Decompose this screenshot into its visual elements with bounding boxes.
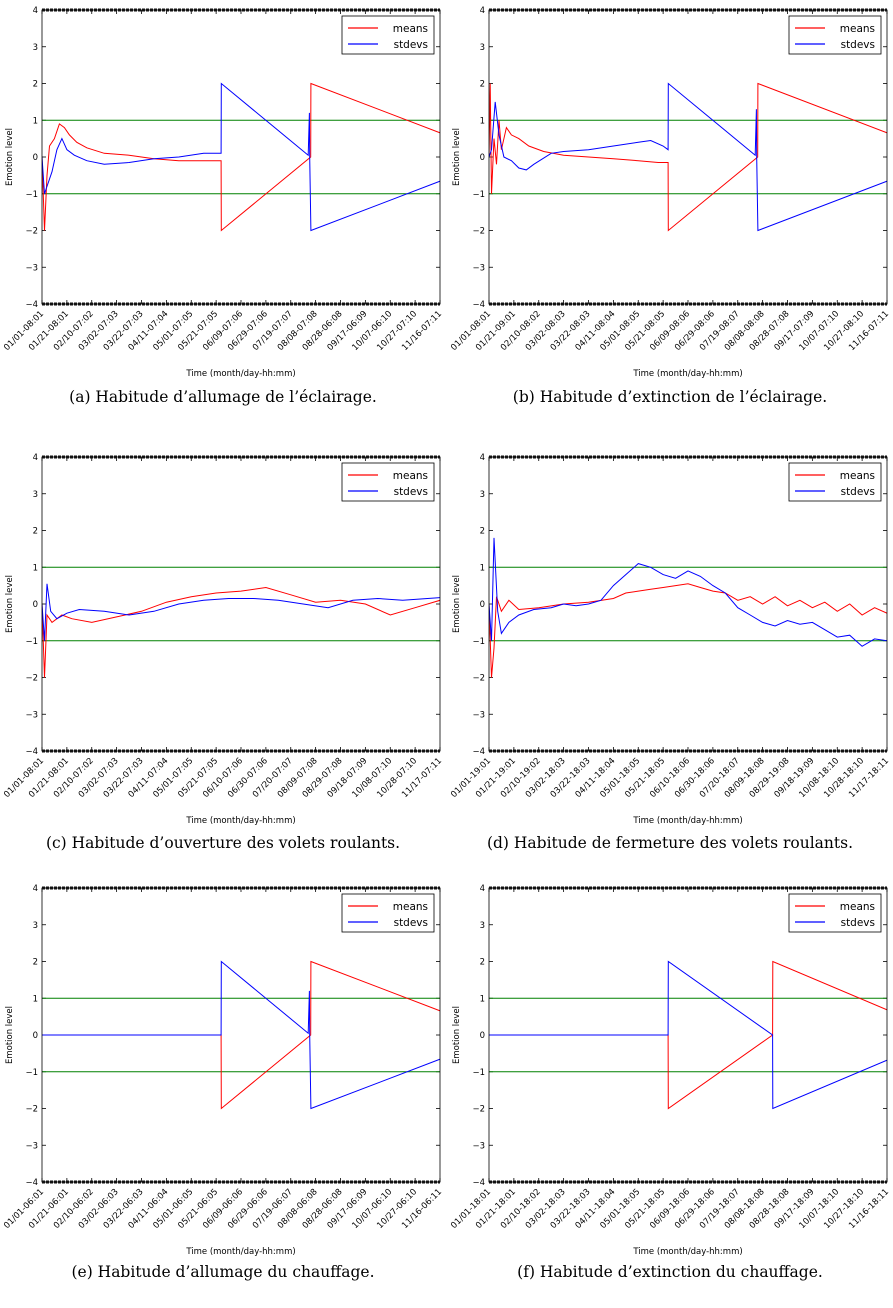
chart-panel-e: −4 −3 −2 −1 0 1 2 3 4 01/01-06:01 01/21-06:01 02/10…: [0, 878, 446, 1308]
ytick-label: 3: [480, 490, 485, 500]
ytick-label: −2: [25, 227, 38, 237]
ytick-label: 2: [33, 958, 38, 968]
legend-label-means: means: [840, 470, 875, 482]
ytick-label: 3: [480, 43, 485, 53]
ytick-label: 4: [480, 884, 485, 894]
y-axis-label: Emotion level: [452, 575, 462, 633]
caption-d: (d) Habitude de fermeture des volets rou…: [447, 834, 893, 852]
chart-panel-f: −4 −3 −2 −1 0 1 2 3 4 01/01-18:01 01/21-18:01 02/10…: [447, 878, 893, 1308]
ytick-label: 3: [33, 921, 38, 931]
ytick-label: 1: [480, 994, 485, 1004]
caption-b: (b) Habitude d’extinction de l’éclairage…: [447, 388, 893, 406]
ytick-label: 4: [33, 6, 38, 16]
ytick-label: −3: [25, 710, 38, 720]
ytick-label: 3: [33, 490, 38, 500]
caption-f: (f) Habitude d’extinction du chauffage.: [447, 1263, 893, 1281]
legend-label-means: means: [840, 901, 875, 913]
caption-e: (e) Habitude d’allumage du chauffage.: [0, 1263, 446, 1281]
chart-b: −4−3−2−10123401/01-08:0101/21-09:0102/10…: [447, 0, 893, 385]
chart-a: −4−3−2−10123401/01-08:0101/21-08:0102/10…: [0, 0, 446, 385]
chart-f: −4−3−2−10123401/01-18:0101/21-18:0102/10…: [447, 878, 893, 1263]
y-axis-label: Emotion level: [452, 128, 462, 186]
ytick-label: 0: [33, 600, 38, 610]
ytick-label: −2: [25, 674, 38, 684]
ytick-label: 4: [33, 884, 38, 894]
ytick-label: −2: [25, 1105, 38, 1115]
x-axis-label: Time (month/day-hh:mm): [185, 816, 295, 826]
ytick-label: −4: [25, 300, 38, 310]
legend-label-stdevs: stdevs: [394, 486, 428, 498]
x-axis-label: Time (month/day-hh:mm): [632, 369, 742, 379]
ytick-label: 2: [33, 80, 38, 90]
ytick-label: −1: [25, 1068, 38, 1078]
caption-c: (c) Habitude d’ouverture des volets roul…: [0, 834, 446, 852]
ytick-label: −4: [472, 300, 485, 310]
ytick-label: 1: [33, 116, 38, 126]
ytick-label: −4: [25, 747, 38, 757]
ytick-label: −4: [472, 1178, 485, 1188]
ytick-label: −2: [472, 227, 485, 237]
ytick-label: −3: [472, 263, 485, 273]
ytick-label: 0: [480, 153, 485, 163]
ytick-label: 1: [33, 994, 38, 1004]
ytick-label: 4: [33, 453, 38, 463]
chart-panel-b: −4 −3 −2 −1 0 1 2 3 4 01/01-08:01 01/21-09:01 02/10…: [447, 0, 893, 430]
legend-label-means: means: [393, 470, 428, 482]
ytick-label: −2: [472, 1105, 485, 1115]
chart-e: −4−3−2−10123401/01-06:0101/21-06:0102/10…: [0, 878, 446, 1263]
ytick-label: −4: [25, 1178, 38, 1188]
ytick-label: −3: [472, 1141, 485, 1151]
y-axis-label: Emotion level: [5, 1006, 15, 1064]
legend-label-stdevs: stdevs: [841, 486, 875, 498]
ytick-label: 3: [480, 921, 485, 931]
legend-label-means: means: [393, 901, 428, 913]
ytick-label: −3: [25, 1141, 38, 1151]
chart-panel-d: −4 −3 −2 −1 0 1 2 3 4 01/01-19:01 01/21-19:01 02/10…: [447, 447, 893, 877]
ytick-label: −1: [25, 190, 38, 200]
ytick-label: 0: [33, 153, 38, 163]
ytick-label: 1: [480, 116, 485, 126]
legend-label-stdevs: stdevs: [394, 39, 428, 51]
ytick-label: −3: [472, 710, 485, 720]
x-axis-label: Time (month/day-hh:mm): [632, 816, 742, 826]
y-axis-label: Emotion level: [452, 1006, 462, 1064]
legend-label-stdevs: stdevs: [841, 39, 875, 51]
legend-label-stdevs: stdevs: [394, 917, 428, 929]
y-axis-label: Emotion level: [5, 128, 15, 186]
ytick-label: 1: [480, 563, 485, 573]
chart-c: −4−3−2−10123401/01-08:0101/21-08:0102/10…: [0, 447, 446, 832]
ytick-label: −1: [472, 190, 485, 200]
ytick-label: 0: [480, 600, 485, 610]
ytick-label: −2: [472, 674, 485, 684]
ytick-label: 4: [480, 453, 485, 463]
legend-label-means: means: [840, 23, 875, 35]
ytick-label: 2: [33, 527, 38, 537]
ytick-label: −1: [472, 1068, 485, 1078]
ytick-label: 0: [480, 1031, 485, 1041]
ytick-label: −1: [25, 637, 38, 647]
x-axis-label: Time (month/day-hh:mm): [185, 369, 295, 379]
chart-panel-a: −4 −3 −2 −1 0 1 2 3 4 01/01-08:01 01/21-08:01 02/10…: [0, 0, 446, 430]
y-axis-label: Emotion level: [5, 575, 15, 633]
ytick-label: 0: [33, 1031, 38, 1041]
chart-d: −4−3−2−10123401/01-19:0101/21-19:0102/10…: [447, 447, 893, 832]
x-axis-label: Time (month/day-hh:mm): [185, 1247, 295, 1257]
ytick-label: 1: [33, 563, 38, 573]
legend-label-means: means: [393, 23, 428, 35]
caption-a: (a) Habitude d’allumage de l’éclairage.: [0, 388, 446, 406]
ytick-label: −4: [472, 747, 485, 757]
ytick-label: 3: [33, 43, 38, 53]
ytick-label: 2: [480, 527, 485, 537]
x-axis-label: Time (month/day-hh:mm): [632, 1247, 742, 1257]
ytick-label: −1: [472, 637, 485, 647]
chart-panel-c: −4 −3 −2 −1 0 1 2 3 4 01/01-08:01 01/21-08:01 02/10…: [0, 447, 446, 877]
ytick-label: 2: [480, 958, 485, 968]
ytick-label: 4: [480, 6, 485, 16]
ytick-label: −3: [25, 263, 38, 273]
ytick-label: 2: [480, 80, 485, 90]
legend-label-stdevs: stdevs: [841, 917, 875, 929]
